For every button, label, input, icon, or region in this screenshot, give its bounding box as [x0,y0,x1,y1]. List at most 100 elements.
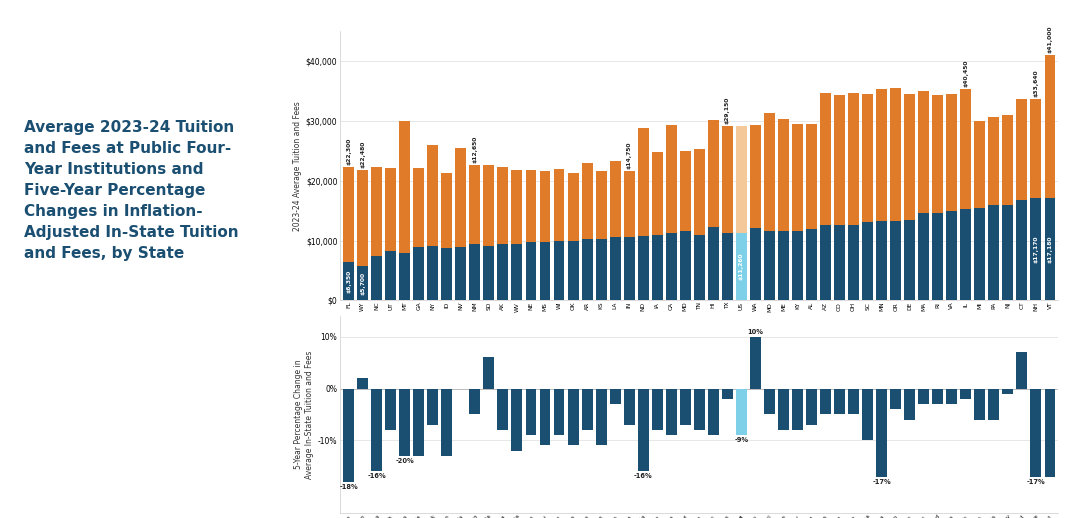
Bar [343,388,354,482]
Text: $12,650: $12,650 [472,136,477,163]
Bar [554,241,565,300]
Text: $5,700: $5,700 [360,272,365,295]
Bar [735,388,747,435]
Bar [1016,99,1027,200]
Bar [372,256,382,300]
Bar [596,239,607,300]
Bar [568,240,579,300]
Bar [792,388,802,430]
Bar [470,243,481,300]
Bar [988,117,999,205]
Bar [820,93,831,225]
Bar [820,225,831,300]
Text: $40,450: $40,450 [963,60,969,88]
Bar [721,388,733,399]
Bar [918,213,929,300]
Bar [932,213,943,300]
Bar [498,243,509,300]
Text: Average 2023-24 Tuition
and Fees at Public Four-
Year Institutions and
Five-Year: Average 2023-24 Tuition and Fees at Publ… [24,120,239,262]
Text: $33,640: $33,640 [1034,69,1039,97]
Bar [778,119,788,232]
Bar [665,388,677,435]
Bar [988,205,999,300]
Bar [540,171,551,241]
Bar [610,237,621,300]
Bar [554,169,565,241]
Bar [637,388,649,471]
Bar [582,239,593,300]
Text: $41,000: $41,000 [1048,26,1053,53]
Bar [848,225,859,300]
Text: -16%: -16% [634,473,652,480]
Legend: Out-of-State Tuition and Fees, Out-of-State Premium, In-State Tuition and Fees: Out-of-State Tuition and Fees, Out-of-St… [526,0,873,2]
Text: $22,480: $22,480 [360,141,365,168]
Bar [806,388,816,425]
Text: $11,260: $11,260 [739,253,744,280]
Bar [526,242,537,300]
Bar [554,388,565,435]
Bar [623,388,635,425]
Bar [484,165,495,246]
Bar [1030,99,1041,198]
Text: -20%: -20% [395,458,414,464]
Text: -17%: -17% [873,479,891,485]
Bar [1030,388,1041,477]
Bar [946,211,957,300]
Bar [526,388,537,435]
Bar [764,388,775,414]
Y-axis label: 2023-24 Average Tuition and Fees: 2023-24 Average Tuition and Fees [293,101,301,231]
Bar [484,357,495,388]
Bar [414,167,424,247]
Bar [834,388,845,414]
Bar [428,388,438,425]
Bar [834,225,845,300]
Bar [693,149,705,236]
Bar [792,124,802,231]
Bar [428,246,438,300]
Bar [456,247,467,300]
Text: -9%: -9% [734,437,748,443]
Bar [610,161,621,237]
Text: $6,350: $6,350 [346,270,351,293]
Text: -18%: -18% [339,484,357,490]
Bar [735,126,747,233]
Bar [806,229,816,300]
Bar [1044,55,1055,197]
Bar [974,208,985,300]
Bar [568,173,579,240]
Bar [764,231,775,300]
Bar [1016,200,1027,300]
Text: $29,150: $29,150 [725,97,730,124]
Bar [918,388,929,404]
Bar [470,388,481,414]
Bar [1044,197,1055,300]
Bar [414,388,424,456]
Bar [932,388,943,404]
Bar [651,388,663,430]
Bar [386,388,396,430]
Bar [357,170,368,266]
Bar [343,167,354,263]
Bar [946,94,957,211]
Bar [679,151,691,232]
Bar [372,167,382,256]
Bar [904,94,915,220]
Bar [960,89,971,209]
Bar [1002,205,1013,300]
Bar [932,95,943,213]
Bar [596,171,607,239]
Bar [890,388,901,409]
Bar [679,232,691,300]
Bar [876,89,887,221]
Bar [400,253,410,300]
Bar [386,167,396,251]
Bar [610,388,621,404]
Bar [357,266,368,300]
Text: $17,170: $17,170 [1034,235,1039,263]
Bar [862,222,873,300]
Bar [637,236,649,300]
Bar [960,209,971,300]
Bar [442,248,453,300]
Bar [498,167,509,243]
Bar [1002,388,1013,394]
